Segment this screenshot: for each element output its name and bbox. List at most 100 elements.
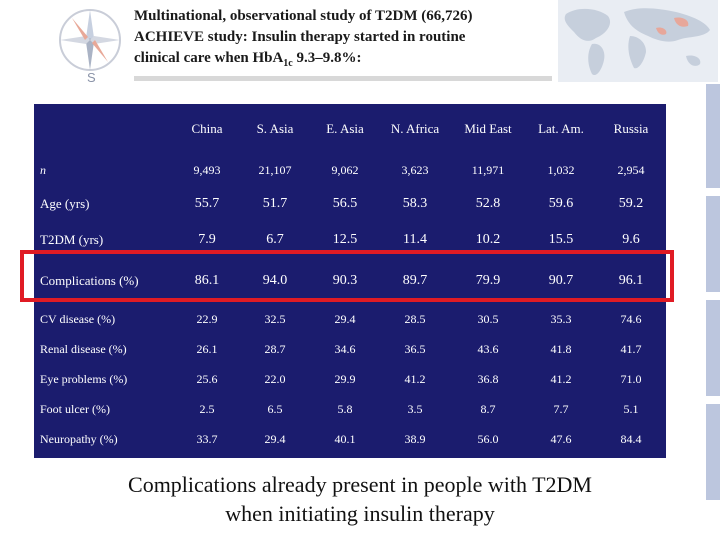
table-cell: 59.2	[618, 196, 644, 211]
table-header-row: China S. Asia E. Asia N. Africa Mid East…	[34, 104, 666, 154]
table-cell: 74.6	[620, 311, 642, 326]
table-cell: 55.7	[194, 196, 220, 211]
world-map-image	[558, 0, 718, 82]
table-row: Neuropathy (%) 33.7 29.4 40.1 38.9 56.0 …	[34, 424, 666, 454]
title-line-2: ACHIEVE study: Insulin therapy started i…	[134, 29, 466, 45]
table-cell: 5.1	[623, 401, 639, 416]
table-cell: 9,062	[331, 162, 359, 177]
table-cell: 58.3	[402, 196, 428, 211]
table-cell: 32.5	[264, 311, 286, 326]
column-header: E. Asia	[326, 121, 364, 136]
column-header: China	[191, 121, 223, 136]
table-cell: 89.7	[402, 273, 428, 288]
table-cell: 35.3	[550, 311, 572, 326]
table-cell: 38.9	[404, 431, 426, 446]
table-row: n 9,493 21,107 9,062 3,623 11,971 1,032 …	[34, 154, 666, 186]
table-cell: 41.2	[404, 371, 426, 386]
row-label: Complications (%)	[40, 273, 139, 288]
table-cell: 96.1	[618, 273, 644, 288]
table-row: Eye problems (%) 25.6 22.0 29.9 41.2 36.…	[34, 364, 666, 394]
table-cell: 5.8	[337, 401, 353, 416]
table-cell: 90.7	[548, 273, 574, 288]
data-table-panel: China S. Asia E. Asia N. Africa Mid East…	[34, 104, 666, 458]
table-cell: 11,971	[471, 162, 505, 177]
row-label: Foot ulcer (%)	[40, 401, 110, 416]
table-cell: 56.0	[477, 431, 499, 446]
table-row: Foot ulcer (%) 2.5 6.5 5.8 3.5 8.7 7.7 5…	[34, 394, 666, 424]
table-cell: 71.0	[620, 371, 642, 386]
table-cell: 2,954	[617, 162, 645, 177]
complications-highlight-box	[20, 250, 674, 302]
caption-line-2: when initiating insulin therapy	[225, 501, 495, 526]
column-header: Lat. Am.	[538, 121, 584, 136]
table-cell: 25.6	[196, 371, 218, 386]
table-cell: 9.6	[622, 232, 640, 247]
row-label: T2DM (yrs)	[40, 232, 104, 247]
table-cell: 8.7	[480, 401, 496, 416]
column-header: S. Asia	[256, 121, 294, 136]
table-cell: 29.9	[334, 371, 356, 386]
row-label: Neuropathy (%)	[40, 431, 118, 446]
table-cell: 43.6	[477, 341, 499, 356]
table-cell: 40.1	[334, 431, 356, 446]
table-cell: 36.5	[404, 341, 426, 356]
table-cell: 26.1	[196, 341, 218, 356]
table-cell: 79.9	[475, 273, 501, 288]
table-cell: 15.5	[548, 232, 574, 247]
table-cell: 11.4	[403, 232, 427, 247]
decor-stripe	[706, 300, 720, 396]
table-cell: 86.1	[194, 273, 220, 288]
decor-stripe	[706, 196, 720, 292]
table-cell: 7.9	[198, 232, 216, 247]
table-cell: 51.7	[262, 196, 288, 211]
table-cell: 90.3	[332, 273, 358, 288]
table-cell: 6.5	[267, 401, 283, 416]
table-cell: 41.8	[550, 341, 572, 356]
column-header: N. Africa	[390, 121, 440, 136]
table-cell: 41.7	[620, 341, 642, 356]
table-row-highlighted: Complications (%) 86.1 94.0 90.3 89.7 79…	[34, 258, 666, 304]
title-underline	[134, 76, 552, 81]
title-line-1: Multinational, observational study of T2…	[134, 8, 473, 24]
table-cell: 9,493	[193, 162, 221, 177]
table-row: Age (yrs) 55.7 51.7 56.5 58.3 52.8 59.6 …	[34, 186, 666, 222]
table-cell: 21,107	[258, 162, 292, 177]
row-label: Age (yrs)	[40, 196, 90, 211]
table-cell: 3,623	[401, 162, 429, 177]
table-cell: 33.7	[196, 431, 218, 446]
table-cell: 22.0	[264, 371, 286, 386]
table-cell: 84.4	[620, 431, 642, 446]
slide-title: Multinational, observational study of T2…	[134, 6, 554, 74]
column-header: Russia	[613, 121, 649, 136]
table-cell: 52.8	[475, 196, 501, 211]
table-cell: 59.6	[548, 196, 574, 211]
table-cell: 22.9	[196, 311, 218, 326]
header-blank	[34, 104, 174, 154]
table-cell: 36.8	[477, 371, 499, 386]
table-cell: 56.5	[332, 196, 358, 211]
table-cell: 28.5	[404, 311, 426, 326]
table-row: Renal disease (%) 26.1 28.7 34.6 36.5 43…	[34, 334, 666, 364]
compass-s-label: S	[87, 70, 96, 84]
slide-caption: Complications already present in people …	[90, 470, 630, 528]
table-cell: 29.4	[334, 311, 356, 326]
column-header: Mid East	[464, 121, 512, 136]
table-cell: 12.5	[332, 232, 358, 247]
row-label: n	[40, 162, 46, 177]
compass-logo: S	[59, 9, 121, 84]
row-label: Renal disease (%)	[40, 341, 127, 356]
title-line-3: clinical care when HbA1c 9.3–9.8%:	[134, 50, 362, 69]
table-cell: 10.2	[475, 232, 501, 247]
row-label: Eye problems (%)	[40, 371, 128, 386]
row-label: CV disease (%)	[40, 311, 116, 326]
table-cell: 28.7	[264, 341, 286, 356]
decor-stripe	[706, 404, 720, 500]
table-cell: 30.5	[477, 311, 499, 326]
table-row: T2DM (yrs) 7.9 6.7 12.5 11.4 10.2 15.5 9…	[34, 222, 666, 258]
table-cell: 2.5	[199, 401, 215, 416]
table-row: CV disease (%) 22.9 32.5 29.4 28.5 30.5 …	[34, 304, 666, 334]
table-cell: 1,032	[547, 162, 575, 177]
table-cell: 3.5	[407, 401, 423, 416]
decor-stripe	[706, 84, 720, 188]
table-cell: 7.7	[553, 401, 569, 416]
